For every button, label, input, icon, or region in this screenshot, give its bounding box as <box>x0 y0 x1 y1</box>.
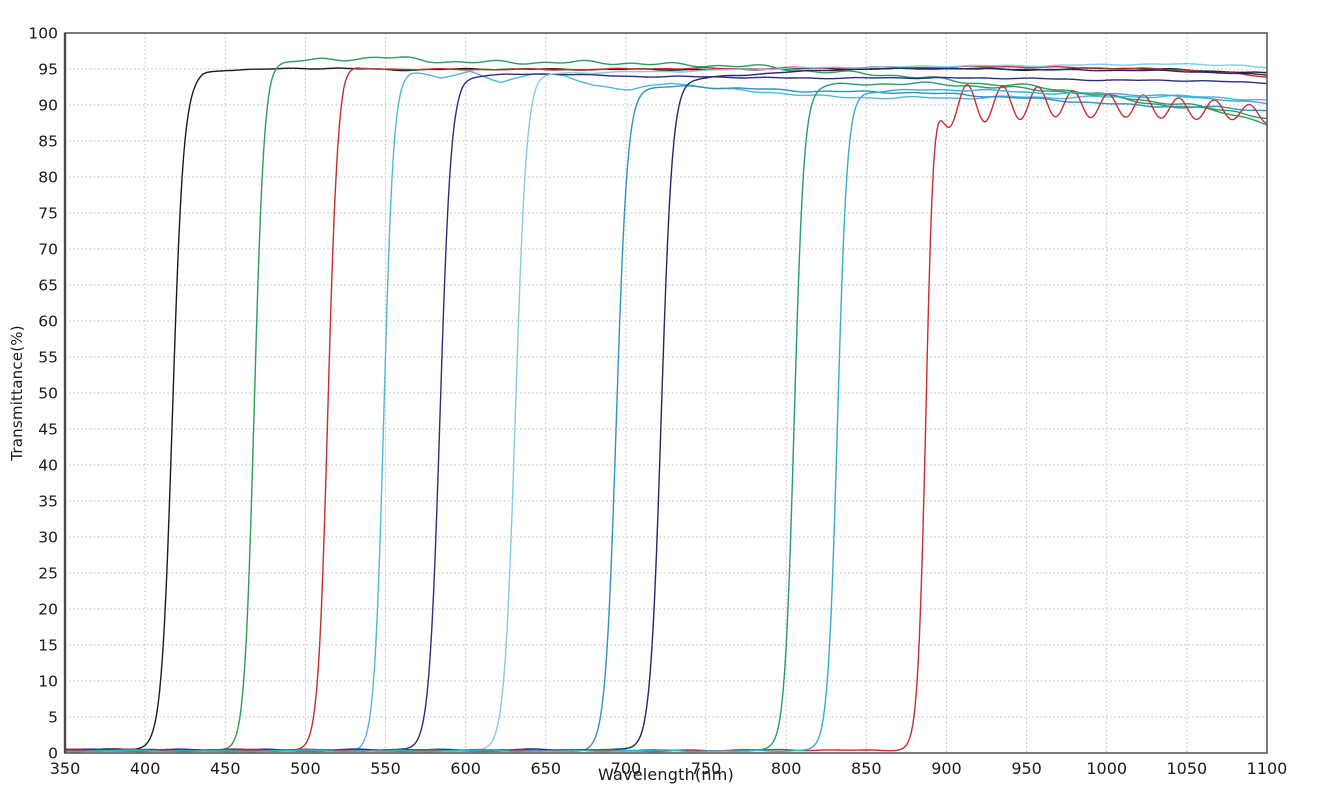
y-tick-labels-group: 0 5 10 15 20 25 30 35 40 45 50 55 60 65 70 75 80 85 90 95 10… <box>28 25 58 763</box>
y-tick-label: 60 <box>38 313 58 331</box>
x-tick-label: 650 <box>531 759 562 778</box>
y-tick-label: 45 <box>38 421 58 439</box>
series-longpass-833nm <box>64 88 1268 753</box>
x-tick-label: 400 <box>130 759 161 778</box>
x-tick-label: 850 <box>851 759 882 778</box>
y-tick-label: 10 <box>38 673 58 691</box>
y-tick-label: 55 <box>38 349 58 367</box>
x-tick-label: 450 <box>210 759 241 778</box>
x-tick-label: 750 <box>691 759 722 778</box>
y-tick-label: 75 <box>38 205 58 223</box>
x-tick-label: 950 <box>1011 759 1042 778</box>
x-tick-label: 800 <box>771 759 802 778</box>
x-tick-label: 900 <box>931 759 962 778</box>
y-axis-title: Transmittance(%) <box>8 325 26 461</box>
y-tick-label: 70 <box>38 241 58 259</box>
y-tick-label: 5 <box>48 709 58 727</box>
x-tick-label: 550 <box>370 759 401 778</box>
y-tick-label: 85 <box>38 133 58 151</box>
y-tick-label: 20 <box>38 601 58 619</box>
y-tick-label: 25 <box>38 565 58 583</box>
x-axis-title: Wavelength(nm) <box>598 765 734 784</box>
series-longpass-469nm <box>64 56 1268 752</box>
y-tick-label: 90 <box>38 97 58 115</box>
y-tick-label: 0 <box>48 745 58 763</box>
y-tick-label: 35 <box>38 493 58 511</box>
y-tick-label: 15 <box>38 637 58 655</box>
gridlines-group <box>65 33 1267 753</box>
y-tick-label: 30 <box>38 529 58 547</box>
x-tick-label: 600 <box>450 759 481 778</box>
y-tick-label: 40 <box>38 457 58 475</box>
x-tick-label: 1100 <box>1247 759 1288 778</box>
x-tick-labels-group: 350 400 450 500 550 600 650 700 750 800 850 900 950 1… <box>50 759 1288 778</box>
y-tick-label: 95 <box>38 61 58 79</box>
x-tick-label: 700 <box>611 759 642 778</box>
x-tick-label: 500 <box>290 759 321 778</box>
y-tick-label: 65 <box>38 277 58 295</box>
x-tick-label: 1050 <box>1167 759 1208 778</box>
y-tick-label: 80 <box>38 169 58 187</box>
x-tick-label: 350 <box>50 759 81 778</box>
x-tick-label: 1000 <box>1086 759 1127 778</box>
y-tick-label: 100 <box>28 25 58 43</box>
series-longpass-723nm <box>65 67 1268 752</box>
series-group <box>64 56 1268 753</box>
y-tick-label: 50 <box>38 385 58 403</box>
